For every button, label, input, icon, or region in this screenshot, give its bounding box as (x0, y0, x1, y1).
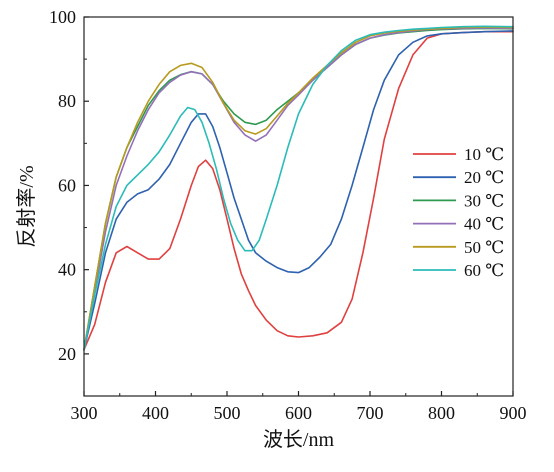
series-line-2 (83, 30, 514, 351)
x-tick-label: 700 (357, 403, 384, 423)
legend-label: 20 ℃ (464, 168, 504, 187)
y-axis-title: 反射率/% (15, 165, 38, 247)
legend: 10 ℃ 20 ℃ 30 ℃ 40 ℃ 50 ℃ 60 ℃ (413, 145, 504, 280)
x-tick-label: 300 (71, 403, 98, 423)
y-tick-label: 20 (58, 344, 76, 364)
y-tick-label: 40 (58, 260, 76, 280)
y-tick-label: 100 (49, 7, 76, 27)
x-tick-label: 800 (428, 403, 455, 423)
tick-labels: 300 400 500 600 700 800 900 20 40 60 80 100 (49, 7, 527, 423)
x-tick-label: 400 (142, 403, 169, 423)
legend-label: 40 ℃ (464, 215, 504, 234)
x-tick-label: 600 (285, 403, 312, 423)
axis-ticks (83, 16, 514, 397)
series-line-1 (83, 30, 514, 351)
x-tick-label: 900 (500, 403, 527, 423)
legend-label: 50 ℃ (464, 238, 504, 257)
plot-frame (83, 16, 514, 397)
legend-label: 10 ℃ (464, 145, 504, 164)
series-line-5 (83, 26, 514, 351)
y-tick-label: 60 (58, 175, 76, 195)
x-tick-label: 500 (214, 403, 241, 423)
plot-lines (83, 25, 514, 351)
series-line-6 (83, 25, 514, 351)
legend-label: 30 ℃ (464, 191, 504, 210)
legend-label: 60 ℃ (464, 261, 504, 280)
series-line-4 (83, 27, 514, 351)
y-tick-label: 80 (58, 91, 76, 111)
x-axis-title: 波长/nm (263, 428, 335, 451)
